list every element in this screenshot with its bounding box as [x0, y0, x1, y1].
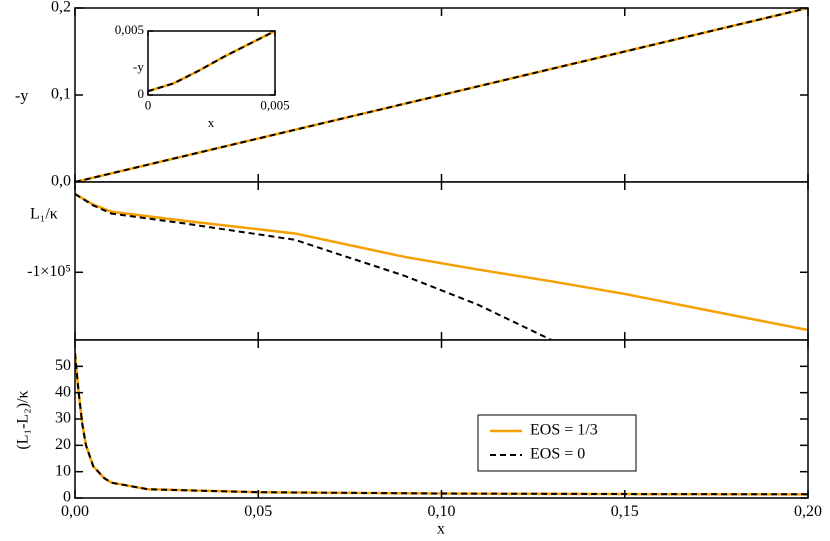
y-tick-label: 0 — [63, 489, 71, 506]
x-tick-label: 0,10 — [428, 503, 456, 520]
x-tick-label: 0,20 — [794, 503, 822, 520]
x-tick-label: 0,05 — [244, 503, 272, 520]
y-axis-label: (L₁-L₂)/κ — [15, 390, 32, 449]
series-line — [75, 193, 552, 340]
y-tick-label: 10 — [55, 462, 71, 479]
y-tick-label: -1×10⁵ — [27, 263, 71, 280]
plot-area — [75, 182, 808, 340]
y-tick-label: 0,2 — [51, 0, 71, 16]
legend-box — [477, 414, 637, 472]
y-tick-label: 20 — [55, 436, 71, 453]
series-line — [75, 192, 808, 332]
y-tick-label: 0 — [138, 86, 145, 101]
x-tick-label: 0,005 — [260, 98, 289, 113]
x-axis-label: x — [437, 521, 445, 538]
x-tick-label: 0,00 — [61, 503, 89, 520]
x-axis-label: x — [208, 115, 215, 130]
x-tick-label: 0,15 — [611, 503, 639, 520]
y-axis-label: -y — [15, 88, 28, 105]
legend-label: EOS = 1/3 — [530, 422, 598, 439]
series-line — [148, 31, 275, 93]
y-tick-label: 50 — [55, 357, 71, 374]
y-tick-label: 0,0 — [51, 173, 71, 190]
y-tick-label: 30 — [55, 410, 71, 427]
plot-frame — [147, 30, 276, 96]
series-line — [75, 353, 808, 496]
y-tick-label: 0,005 — [115, 22, 144, 37]
plot-area — [75, 340, 808, 498]
y-axis-label: L₁/κ — [30, 206, 58, 223]
legend-label: EOS = 0 — [530, 446, 585, 463]
y-axis-label: -y — [133, 59, 144, 74]
series-line — [75, 8, 808, 182]
y-tick-label: 40 — [55, 383, 71, 400]
x-tick-label: 0 — [145, 98, 152, 113]
y-tick-label: 0,1 — [51, 86, 71, 103]
